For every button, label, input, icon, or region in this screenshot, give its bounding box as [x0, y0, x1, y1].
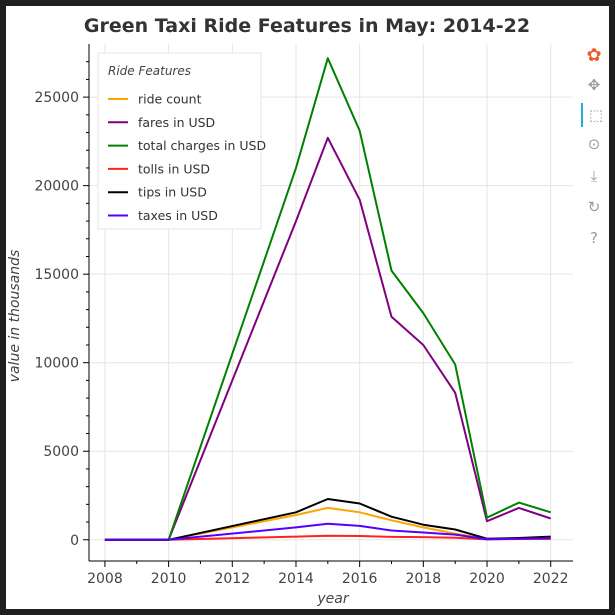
series-line-total-charges-in-USD [104, 57, 551, 541]
legend-item-label: tolls in USD [138, 161, 210, 176]
series-lines [104, 57, 552, 541]
help-icon[interactable]: ? [590, 228, 598, 247]
plot-frame: Green Taxi Ride Features in May: 2014-22… [6, 6, 609, 609]
box-zoom-icon[interactable]: ⬚ [581, 103, 609, 127]
reset-icon[interactable]: ↻ [587, 197, 601, 216]
y-tick-label: 10000 [34, 356, 79, 372]
y-tick-label: 25000 [34, 90, 79, 106]
legend-item-label: tips in USD [138, 185, 207, 200]
y-tick-label: 0 [70, 533, 79, 549]
grid [89, 44, 573, 561]
x-tick-label: 2012 [214, 571, 250, 587]
x-tick-label: 2016 [342, 571, 378, 587]
y-tick-label: 15000 [34, 267, 79, 283]
x-tick-label: 2014 [278, 571, 314, 587]
legend-box [97, 52, 262, 230]
y-tick-label: 20000 [34, 179, 79, 195]
axes: 2008 2010 2012 2014 2016 2018 2020 2022 0 5000 100… [34, 44, 573, 587]
y-tick-label: 5000 [43, 444, 79, 460]
line-chart[interactable]: Green Taxi Ride Features in May: 2014-22… [6, 6, 609, 609]
x-tick-label: 2010 [151, 571, 187, 587]
x-tick-label: 2020 [469, 571, 505, 587]
series-line-taxes-in-USD [104, 522, 551, 541]
legend-item-label: taxes in USD [138, 208, 218, 223]
series-line-fares-in-USD [104, 136, 552, 541]
chart-title: Green Taxi Ride Features in May: 2014-22 [84, 15, 530, 37]
x-tick-label: 2008 [87, 571, 123, 587]
legend-title: Ride Features [108, 64, 191, 78]
pan-icon[interactable]: ✥ [587, 75, 601, 94]
legend-item-label: ride count [138, 92, 202, 107]
x-axis-label: year [316, 591, 349, 607]
bokeh-logo-icon: ✿ [586, 45, 602, 66]
legend-item-label: total charges in USD [138, 138, 266, 153]
x-tick-label: 2022 [533, 571, 569, 587]
legend: Ride Features ride count fares in USD total… [97, 52, 266, 230]
legend-item-label: fares in USD [138, 115, 215, 130]
x-tick-label: 2018 [406, 571, 442, 587]
save-icon[interactable]: ⤓ [590, 166, 598, 185]
y-axis-label: value in thousands [7, 250, 23, 383]
wheel-zoom-icon[interactable]: ⊙ [587, 134, 601, 153]
